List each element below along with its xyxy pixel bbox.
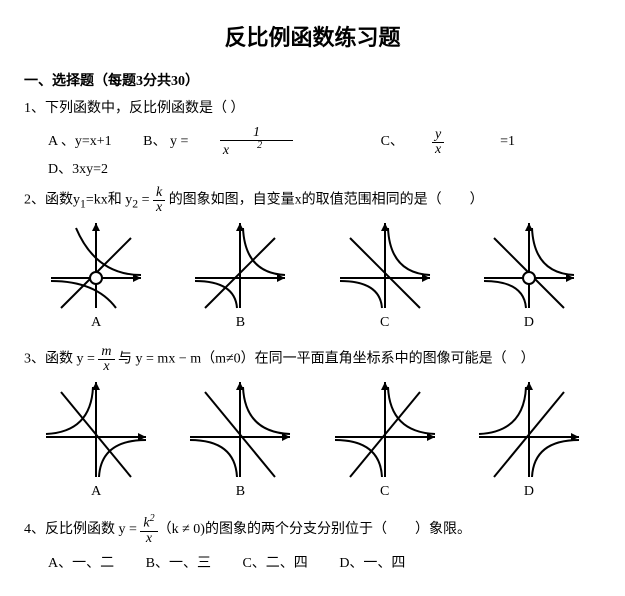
- q2-fig-b: B: [190, 223, 290, 331]
- q2-label-a: A: [91, 315, 101, 331]
- q4-opt-d: D、一、四: [339, 552, 405, 572]
- q2-fig-a: A: [46, 223, 146, 331]
- q4-opt-a: A、一、二: [48, 552, 114, 572]
- q1-options: A 、y=x+1 B、 y = 1x2 C、yx =1 D、3xy=2: [48, 126, 601, 178]
- q3-label-b: B: [236, 484, 245, 500]
- q2-figures: A B C D: [24, 223, 601, 331]
- q2-label-c: C: [380, 315, 389, 331]
- q2-label-b: B: [236, 315, 245, 331]
- q2-label-d: D: [524, 315, 534, 331]
- q1-opt-d: D、3xy=2: [48, 158, 108, 178]
- q3-fig-c: C: [330, 382, 440, 500]
- q4-opt-c: C、二、四: [242, 552, 307, 572]
- q1-opt-a: A 、y=x+1: [48, 130, 112, 150]
- q3-label-c: C: [380, 484, 389, 500]
- q4-options: A、一、二 B、一、三 C、二、四 D、一、四: [48, 552, 601, 572]
- q3-fig-a: A: [41, 382, 151, 500]
- question-3: 3、函数 y = mx 与 y = mx − m（m≠0）在同一平面直角坐标系中…: [24, 345, 601, 374]
- question-1: 1、下列函数中，反比例函数是（ ）: [24, 98, 601, 120]
- q2-fig-c: C: [335, 223, 435, 331]
- q3-label-a: A: [91, 484, 101, 500]
- page-title: 反比例函数练习题: [24, 20, 601, 52]
- question-4: 4、反比例函数 y = k2x（k ≠ 0)的图象的两个分支分别位于（ ）象限。: [24, 514, 601, 546]
- q4-opt-b: B、一、三: [146, 552, 211, 572]
- question-2: 2、函数y1=kx和 y2 = kx 的图象如图，自变量x的取值范围相同的是（ …: [24, 186, 601, 215]
- q1-opt-b: B、 y = 1x2: [143, 126, 349, 158]
- q3-fig-b: B: [185, 382, 295, 500]
- q3-figures: A B C D: [24, 382, 601, 500]
- section-heading: 一、选择题（每题3分共30）: [24, 70, 601, 90]
- q1-opt-c: C、yx =1: [381, 128, 543, 157]
- q2-fig-d: D: [479, 223, 579, 331]
- q3-label-d: D: [524, 484, 534, 500]
- q3-fig-d: D: [474, 382, 584, 500]
